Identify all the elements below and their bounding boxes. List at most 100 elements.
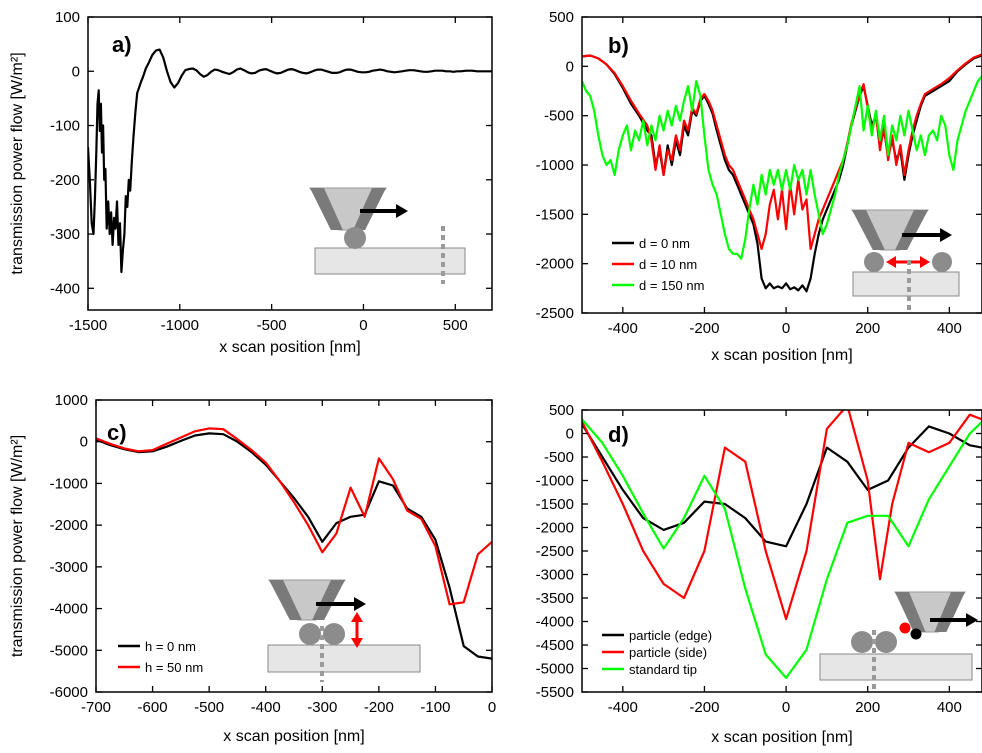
arrow-head-icon — [920, 256, 930, 268]
x-tick-label: -1500 — [69, 317, 107, 334]
y-tick-label: -5500 — [536, 684, 574, 701]
legend-entry: h = 0 nm — [145, 639, 196, 654]
particle-icon — [864, 252, 884, 272]
x-tick-label: 400 — [937, 699, 962, 716]
x-axis-label: x scan position [nm] — [711, 347, 852, 364]
inset-schematic-d — [819, 591, 978, 690]
legend: d = 0 nm d = 10 nm d = 150 nm — [612, 236, 704, 293]
x-tick-label: -400 — [251, 699, 281, 716]
y-tick-label: 0 — [72, 63, 80, 80]
legend-entry: particle (edge) — [629, 628, 712, 643]
arrow-head-icon — [396, 204, 408, 218]
y-tick-label: -3000 — [536, 567, 574, 584]
substrate-icon — [819, 653, 973, 681]
legend-entry: d = 150 nm — [639, 278, 704, 293]
y-tick-label: -1500 — [536, 496, 574, 513]
probe-tip-arm-icon — [312, 580, 345, 620]
probe-tip-arm-icon — [852, 210, 885, 250]
y-axis-label: transmission power flow [W/m²] — [9, 435, 26, 657]
x-tick-label: 0 — [782, 699, 790, 716]
tip-particle-side-icon — [899, 622, 911, 634]
x-tick-label: -500 — [257, 317, 287, 334]
x-tick-label: 500 — [443, 317, 468, 334]
y-tick-label: 0 — [566, 426, 574, 443]
y-tick-label: -3000 — [50, 559, 88, 576]
probe-tip-arm-icon — [310, 188, 343, 230]
x-tick-label: 0 — [488, 699, 496, 716]
panel-label: a) — [112, 32, 132, 57]
plot-frame — [87, 16, 493, 311]
y-tick-label: -1500 — [536, 206, 574, 223]
substrate-icon — [267, 644, 421, 673]
y-tick-label: -2500 — [536, 543, 574, 560]
series-line-standard-tip — [582, 418, 982, 679]
particle-icon — [344, 227, 366, 249]
legend: h = 0 nm h = 50 nm — [118, 639, 203, 675]
x-tick-label: -600 — [138, 699, 168, 716]
y-tick-label: 100 — [55, 9, 80, 26]
substrate-icon — [852, 271, 960, 297]
panel-b: -400 -200 0 200 4005000-500-1000-1500-2000-2… — [536, 9, 982, 364]
legend-entry: d = 0 nm — [639, 236, 690, 251]
x-tick-label: -400 — [608, 699, 638, 716]
particle-icon — [323, 623, 345, 645]
panel-c: -700 -600 -500 -400 -300 -200 -100 010000-1000-… — [9, 392, 496, 745]
y-tick-label: -2000 — [536, 520, 574, 537]
x-tick-label: -200 — [689, 320, 719, 337]
y-tick-label: 500 — [549, 9, 574, 26]
panel-a: -1500 -1000 -500 0 5001000-100-200-300-400a)… — [9, 9, 493, 356]
series-line-data — [88, 48, 492, 274]
y-tick-label: 1000 — [55, 392, 88, 409]
inset-schematic-a — [309, 187, 466, 284]
x-tick-label: -300 — [307, 699, 337, 716]
y-tick-label: -200 — [50, 172, 80, 189]
inset-schematic-b — [851, 209, 960, 310]
tip-particle-edge-icon — [910, 628, 922, 640]
x-tick-label: 200 — [855, 699, 880, 716]
y-tick-label: -1000 — [50, 475, 88, 492]
arrow-head-icon — [940, 228, 952, 242]
x-tick-label: 0 — [782, 320, 790, 337]
y-tick-label: -4500 — [536, 637, 574, 654]
legend-entry: d = 10 nm — [639, 257, 697, 272]
x-tick-label: -400 — [608, 320, 638, 337]
y-tick-label: -5000 — [536, 661, 574, 678]
y-tick-label: 0 — [566, 58, 574, 75]
y-tick-label: -5000 — [50, 642, 88, 659]
y-axis-label: transmission power flow [W/m²] — [9, 52, 26, 274]
panel-label: b) — [608, 33, 629, 58]
y-tick-label: -400 — [50, 280, 80, 297]
x-tick-label: 0 — [359, 317, 367, 334]
legend-entry: standard tip — [629, 662, 697, 677]
y-tick-label: -2000 — [536, 256, 574, 273]
particle-icon — [932, 252, 952, 272]
plot-frame — [95, 399, 493, 693]
y-tick-label: 0 — [80, 434, 88, 451]
y-tick-label: -6000 — [50, 684, 88, 701]
arrow-head-icon — [351, 612, 363, 622]
panel-d: -400 -200 0 200 4005000-500-1000-1500-2000-2… — [536, 402, 982, 746]
arrow-head-icon — [354, 597, 366, 611]
legend-entry: h = 50 nm — [145, 660, 203, 675]
y-tick-label: -3500 — [536, 590, 574, 607]
probe-tip-arm-icon — [269, 580, 302, 620]
series-line-h-0-nm — [96, 432, 492, 660]
series-line-h-50-nm — [96, 427, 492, 606]
inset-schematic-c — [267, 579, 421, 682]
probe-tip-arm-icon — [895, 592, 926, 632]
y-tick-label: -2500 — [536, 305, 574, 322]
y-tick-label: -300 — [50, 226, 80, 243]
substrate-icon — [314, 247, 466, 275]
x-axis-label: x scan position [nm] — [219, 339, 360, 356]
y-tick-label: -1000 — [536, 473, 574, 490]
x-tick-label: -700 — [81, 699, 111, 716]
particle-icon — [299, 623, 321, 645]
x-tick-label: -500 — [194, 699, 224, 716]
x-tick-label: 200 — [855, 320, 880, 337]
series-line-d-10-nm — [582, 53, 982, 250]
y-tick-label: -500 — [544, 449, 574, 466]
legend: particle (edge) particle (side) standard t… — [602, 628, 712, 677]
arrow-head-icon — [966, 613, 978, 627]
y-tick-label: -500 — [544, 108, 574, 125]
panel-label: c) — [107, 420, 127, 445]
